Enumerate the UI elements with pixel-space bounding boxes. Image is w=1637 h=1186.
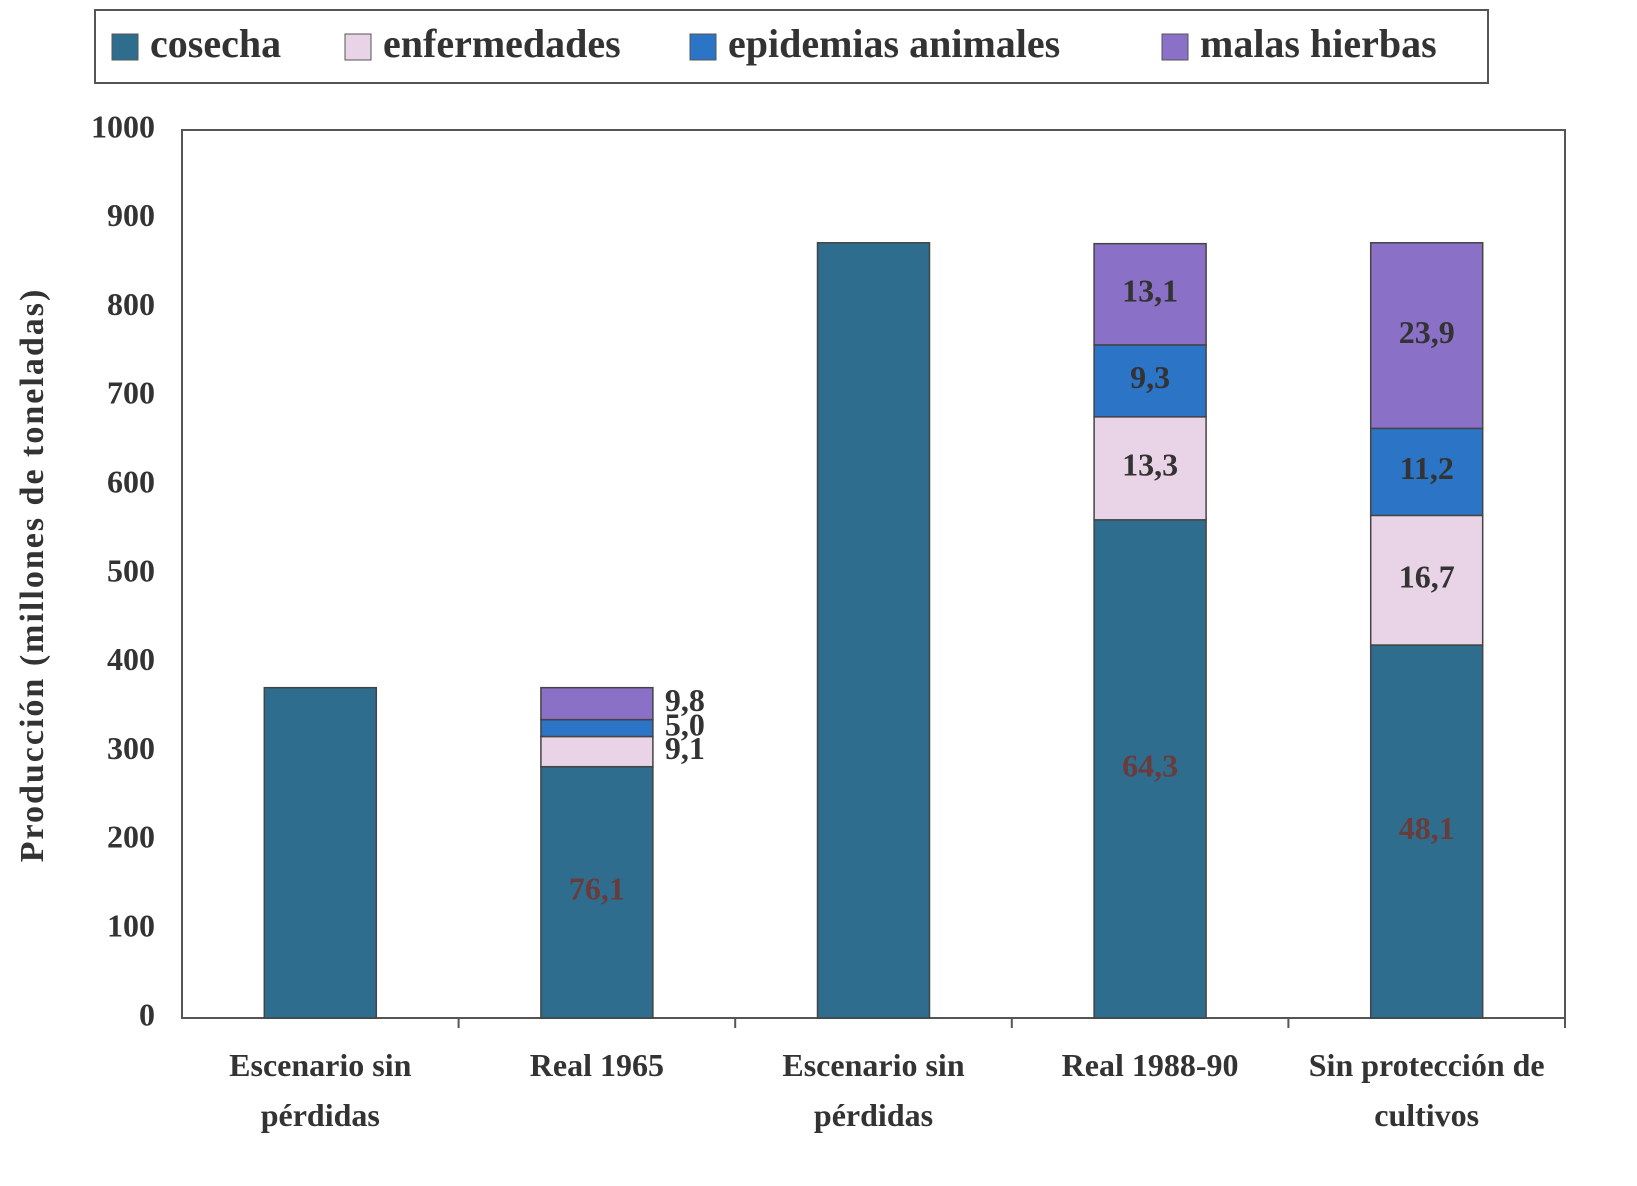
- y-axis-title: Producción (millones de toneladas): [14, 288, 51, 863]
- legend-swatch: [689, 33, 717, 61]
- x-tick-label: Sin protección de cultivos: [1308, 1047, 1545, 1133]
- bar-segment: [1369, 242, 1484, 430]
- x-tick-label: Real 1988-90: [1061, 1047, 1239, 1083]
- data-label: 23,9: [1399, 314, 1455, 350]
- legend-swatch: [1161, 33, 1189, 61]
- data-label: 48,1: [1399, 810, 1455, 846]
- y-tick-label: 300: [107, 730, 155, 766]
- y-tick-label: 200: [107, 819, 155, 855]
- x-tick-label: Escenario sin pérdidas: [229, 1047, 412, 1133]
- bar-segment: [816, 242, 931, 1019]
- data-label: 76,1: [569, 871, 625, 907]
- legend-box: [94, 9, 1489, 84]
- bar-segment: [540, 718, 654, 738]
- y-tick-label: 700: [107, 375, 155, 411]
- data-label: 9,8: [665, 682, 705, 718]
- y-tick-label: 900: [107, 197, 155, 233]
- bar-segment: [1093, 242, 1207, 346]
- data-label: 13,3: [1122, 447, 1178, 483]
- bar-segment: [263, 686, 378, 1019]
- bar-segment: [540, 686, 654, 721]
- legend-label: malas hierbas: [1200, 21, 1437, 66]
- bar-segment: [540, 735, 654, 768]
- legend-label: epidemias animales: [728, 21, 1060, 66]
- data-label: 9,3: [1130, 359, 1170, 395]
- legend-swatch: [344, 33, 372, 61]
- x-tick-label: Real 1965: [529, 1047, 664, 1083]
- bar-segment: [1369, 514, 1484, 646]
- y-tick-label: 400: [107, 641, 155, 677]
- y-tick-label: 1000: [91, 108, 155, 144]
- x-tick-label: Escenario sin pérdidas: [782, 1047, 965, 1133]
- bar-segment: [1369, 644, 1484, 1019]
- y-tick-label: 0: [139, 996, 155, 1032]
- data-label: 9,1: [665, 730, 705, 766]
- data-label: 16,7: [1399, 559, 1455, 595]
- bar-segment: [540, 765, 654, 1019]
- data-label: 5,0: [665, 706, 705, 742]
- legend-label: cosecha: [150, 21, 281, 66]
- legend-label: enfermedades: [383, 21, 621, 66]
- data-label: 11,2: [1400, 450, 1454, 486]
- bar-segment: [1369, 427, 1484, 517]
- bar-segment: [1093, 416, 1207, 521]
- data-label: 13,1: [1122, 273, 1178, 309]
- y-tick-label: 500: [107, 552, 155, 588]
- data-label: 64,3: [1122, 747, 1178, 783]
- legend-swatch: [111, 33, 139, 61]
- y-tick-label: 600: [107, 464, 155, 500]
- bar-segment: [1093, 519, 1207, 1019]
- y-tick-label: 800: [107, 286, 155, 322]
- y-tick-label: 100: [107, 908, 155, 944]
